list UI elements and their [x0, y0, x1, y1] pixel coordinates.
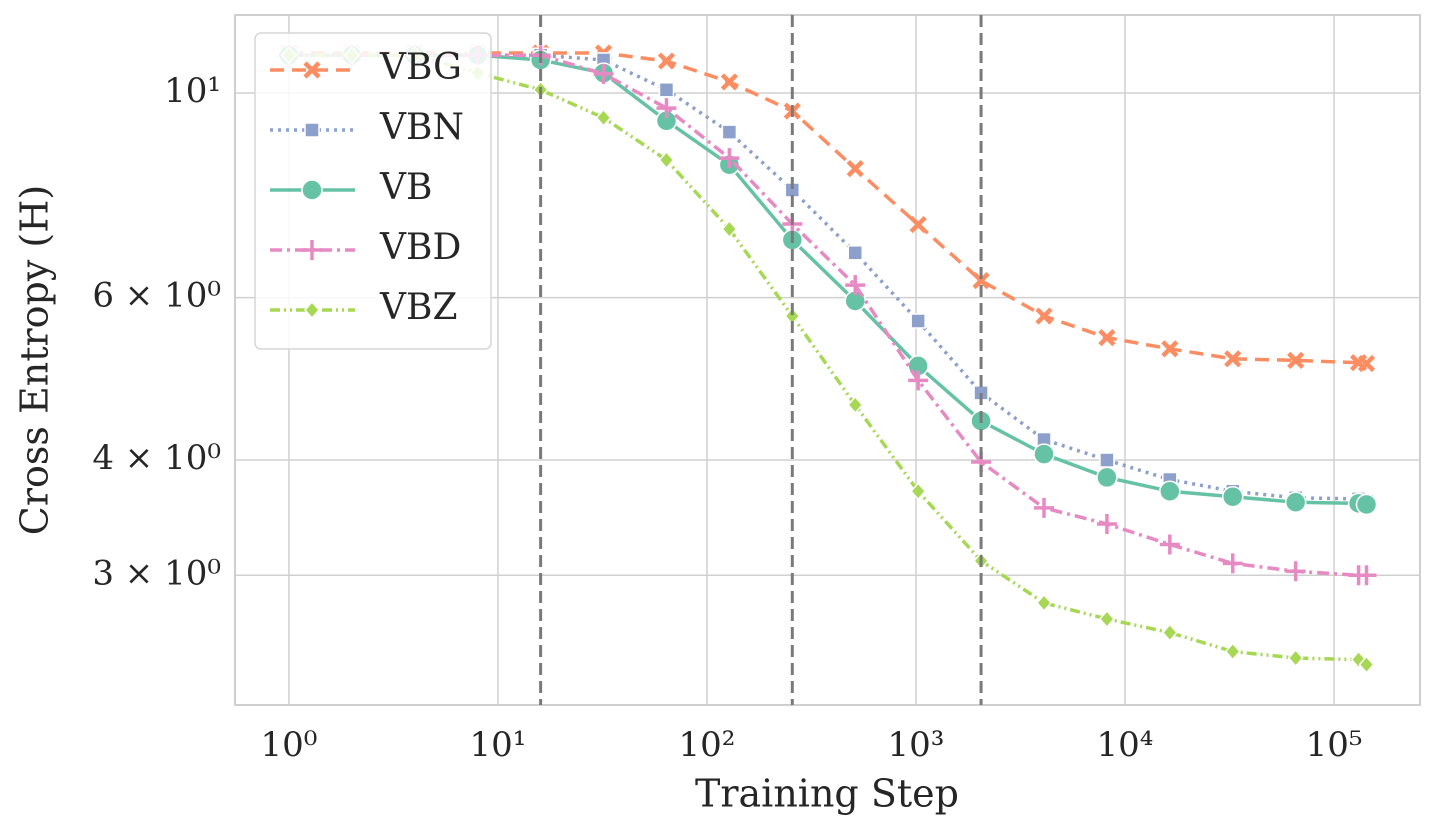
marker	[721, 124, 738, 140]
marker	[1356, 565, 1377, 586]
y-axis-title: Cross Entropy (H)	[13, 185, 57, 535]
marker	[1357, 354, 1376, 373]
marker	[1287, 648, 1304, 668]
x-tick-label: 10⁵	[1306, 725, 1363, 765]
plot-frame	[234, 14, 1421, 706]
x-tick-label: 10¹	[470, 725, 527, 765]
marker	[1285, 561, 1306, 582]
marker	[304, 122, 320, 138]
marker	[1224, 642, 1241, 661]
marker	[721, 219, 738, 239]
marker	[910, 482, 927, 501]
x-axis-title: Training Step	[695, 772, 959, 816]
x-tick-label: 10³	[888, 725, 945, 765]
marker	[1350, 650, 1367, 669]
marker	[303, 61, 321, 79]
marker	[1287, 351, 1305, 369]
marker	[595, 108, 612, 127]
marker	[1098, 329, 1116, 347]
x-tick-label: 10⁰	[260, 725, 317, 765]
marker	[658, 82, 675, 98]
legend-label: VBG	[379, 47, 462, 88]
marker	[656, 98, 677, 119]
legend-label: VBZ	[379, 287, 457, 328]
y-tick-label: 10¹	[164, 71, 221, 111]
marker	[1222, 485, 1244, 508]
marker	[1096, 466, 1118, 489]
marker	[1355, 493, 1378, 516]
marker	[847, 245, 863, 261]
marker	[1098, 609, 1115, 629]
marker	[593, 63, 614, 84]
y-tick-label: 4 × 10⁰	[92, 438, 221, 478]
marker	[1224, 350, 1242, 368]
legend: VBG VBN VB VBD VBZ	[254, 32, 492, 350]
legend-label: VBN	[379, 107, 464, 148]
marker	[1222, 553, 1243, 574]
marker	[1033, 443, 1055, 465]
marker	[1033, 497, 1054, 518]
marker	[302, 240, 322, 260]
marker	[658, 150, 675, 170]
marker	[719, 148, 740, 169]
x-tick-label: 10²	[679, 725, 736, 765]
x-tick-label: 10⁴	[1097, 725, 1154, 765]
marker	[1035, 307, 1053, 325]
marker	[1099, 452, 1115, 468]
marker	[845, 275, 866, 296]
marker	[1035, 593, 1052, 613]
legend-label: VBD	[379, 227, 461, 268]
marker	[720, 73, 738, 91]
marker	[909, 216, 927, 234]
marker	[972, 272, 990, 290]
marker	[1284, 491, 1307, 513]
marker	[1161, 623, 1178, 642]
marker	[908, 370, 929, 391]
marker	[657, 52, 676, 70]
marker	[1096, 513, 1117, 534]
marker	[846, 160, 864, 178]
marker	[847, 395, 864, 415]
marker	[1161, 340, 1179, 358]
y-tick-label: 6 × 10⁰	[92, 276, 221, 316]
y-tick-label: 3 × 10⁰	[92, 553, 221, 593]
marker	[910, 313, 926, 329]
legend-label: VB	[379, 167, 432, 208]
marker	[304, 300, 320, 320]
marker	[301, 179, 323, 201]
marker	[1159, 534, 1180, 555]
marker	[1159, 480, 1181, 503]
marker	[1358, 655, 1375, 674]
legend-box	[254, 32, 492, 350]
